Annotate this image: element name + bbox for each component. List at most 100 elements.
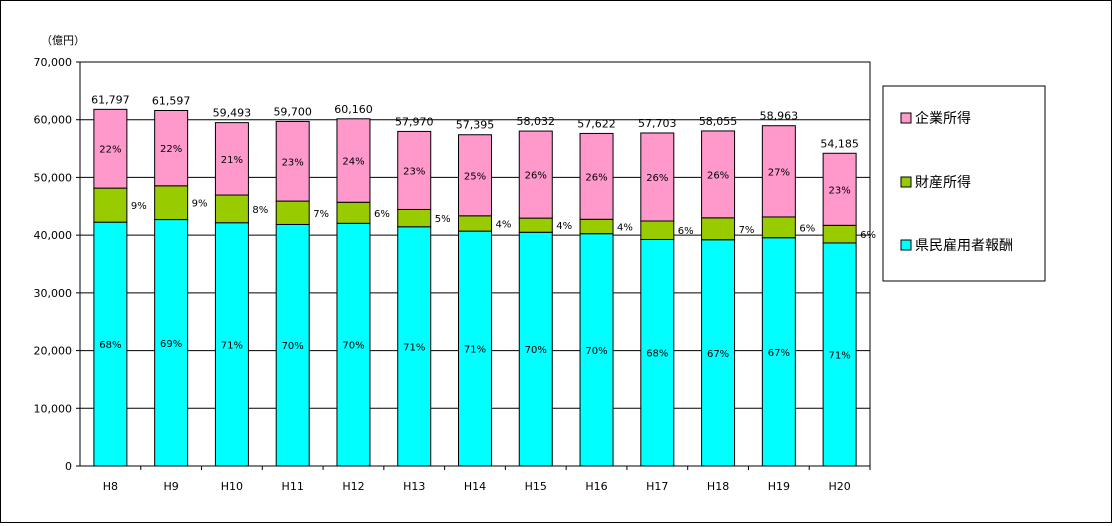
pct-label: 23%: [282, 157, 304, 168]
pct-label: 22%: [160, 144, 182, 155]
total-label: 57,395: [456, 119, 495, 132]
legend-swatch: [900, 239, 912, 251]
legend-label: 財産所得: [915, 174, 971, 191]
bar-segment: [397, 130, 432, 210]
y-tick-label: 40,000: [34, 229, 73, 242]
total-label: 58,055: [699, 115, 738, 128]
bar-segment: [579, 132, 614, 220]
pct-label: 4%: [556, 221, 572, 232]
bars: [93, 108, 857, 467]
pct-label: 7%: [313, 209, 329, 220]
x-tick-label: H9: [164, 480, 179, 493]
pct-label: 69%: [160, 339, 182, 350]
pct-label: 5%: [435, 214, 451, 225]
total-label: 57,970: [395, 115, 434, 128]
bar-segment: [640, 220, 675, 240]
x-tick-label: H11: [282, 480, 304, 493]
pct-label: 70%: [342, 341, 364, 352]
pct-label: 67%: [707, 349, 729, 360]
pct-label: 22%: [99, 145, 121, 156]
pct-label: 4%: [496, 219, 512, 230]
y-tick-label: 0: [65, 460, 72, 473]
legend-label: 県民雇用者報酬: [915, 237, 1013, 254]
bar-segment: [214, 194, 249, 224]
pct-label: 71%: [221, 340, 243, 351]
x-tick-label: H10: [221, 480, 243, 493]
y-tick-label: 20,000: [34, 345, 73, 358]
bar-segment: [154, 109, 189, 187]
pct-label: 25%: [464, 171, 486, 182]
total-label: 57,622: [577, 117, 616, 130]
bar-segment: [761, 237, 796, 467]
bar-segment: [458, 215, 492, 232]
x-tick-label: H17: [646, 480, 668, 493]
pct-label: 27%: [768, 167, 790, 178]
pct-label: 6%: [860, 230, 876, 241]
pct-label: 67%: [768, 348, 790, 359]
total-label: 58,032: [517, 115, 556, 128]
x-tick-label: H14: [464, 480, 486, 493]
pct-label: 70%: [282, 341, 304, 352]
pct-label: 68%: [99, 340, 121, 351]
bar-segment: [701, 239, 736, 467]
bar-segment: [154, 185, 189, 221]
pct-label: 6%: [374, 209, 390, 220]
x-tick-label: H16: [585, 480, 607, 493]
legend-label: 企業所得: [915, 110, 971, 127]
total-label: 61,797: [91, 93, 130, 106]
x-tick-label: H8: [103, 480, 118, 493]
pct-label: 68%: [646, 349, 668, 360]
y-tick-label: 60,000: [34, 114, 73, 127]
x-tick-label: H20: [828, 480, 850, 493]
bar-segment: [458, 230, 492, 467]
bar-segment: [640, 132, 675, 222]
pct-label: 8%: [252, 205, 268, 216]
bar-segment: [275, 120, 310, 202]
total-label: 61,597: [152, 94, 191, 107]
bar-segment: [214, 122, 249, 196]
pct-label: 71%: [403, 342, 425, 353]
bar-segment: [701, 217, 736, 241]
x-tick-label: H13: [403, 480, 425, 493]
y-tick-label: 70,000: [34, 56, 73, 69]
bar-segment: [518, 130, 553, 219]
y-tick-label: 30,000: [34, 287, 73, 300]
total-label: 59,493: [213, 107, 252, 120]
total-label: 58,963: [760, 110, 799, 123]
bar-segment: [397, 226, 432, 467]
pct-label: 26%: [525, 171, 547, 182]
y-tick-label: 10,000: [34, 402, 73, 415]
bar-segment: [640, 238, 675, 467]
pct-label: 26%: [646, 173, 668, 184]
data-labels: 68% 9% 22% 61,797 69% 9% 22% 61,597 71% 8% 21% 59,4…: [91, 93, 876, 361]
bar-segment: [518, 231, 553, 467]
pct-label: 7%: [739, 225, 755, 236]
pct-label: 23%: [403, 166, 425, 177]
bar-segment: [579, 218, 614, 235]
bar-segment: [214, 222, 249, 467]
bar-segment: [822, 224, 857, 244]
pct-label: 71%: [828, 350, 850, 361]
total-label: 59,700: [273, 105, 312, 118]
bar-segment: [397, 208, 432, 228]
pct-label: 6%: [799, 223, 815, 234]
bar-segment: [336, 201, 371, 224]
total-label: 54,185: [820, 137, 859, 150]
pct-label: 70%: [525, 345, 547, 356]
bar-segment: [579, 233, 614, 467]
pct-label: 71%: [464, 345, 486, 356]
x-tick-label: H15: [525, 480, 547, 493]
pct-label: 21%: [221, 155, 243, 166]
axes: 0 10,000 20,000 30,000 40,000 50,000 60,000 70,…: [34, 56, 871, 493]
pct-label: 9%: [192, 199, 208, 210]
pct-label: 4%: [617, 222, 633, 233]
pct-label: 26%: [707, 170, 729, 181]
bar-segment: [93, 187, 128, 223]
pct-label: 23%: [828, 185, 850, 196]
bar-segment: [518, 217, 553, 233]
y-axis-unit-label: （億円）: [41, 34, 85, 47]
bar-segment: [701, 130, 736, 219]
